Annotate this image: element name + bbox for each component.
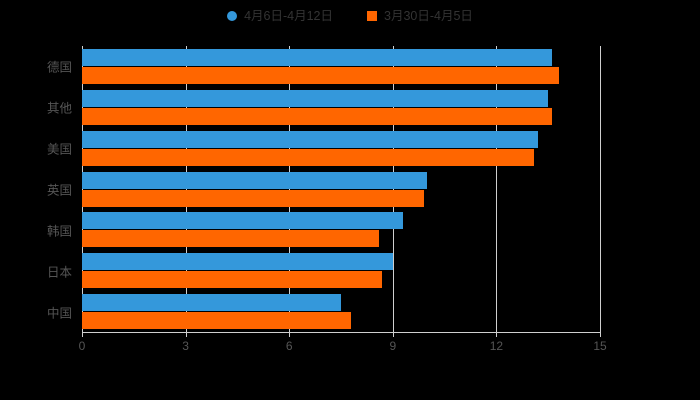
bar-series2-英国[interactable] xyxy=(82,189,424,207)
x-axis-line xyxy=(82,332,601,333)
bar-series1-中国[interactable] xyxy=(82,294,341,312)
x-tick-label: 9 xyxy=(389,339,397,353)
legend-label: 4月6日-4月12日 xyxy=(244,9,333,23)
y-axis-category-label: 美国 xyxy=(46,142,72,157)
legend-marker-square-icon xyxy=(367,11,377,22)
gridline-x-9 xyxy=(392,46,394,332)
x-tick-mark-0 xyxy=(82,332,83,337)
gridline-x-3 xyxy=(185,46,187,332)
x-tick-mark-6 xyxy=(289,332,291,337)
bar-series2-中国[interactable] xyxy=(82,312,352,330)
gridline-x-12 xyxy=(496,46,498,332)
y-axis-category-label: 中国 xyxy=(46,306,72,321)
bar-series2-美国[interactable] xyxy=(82,148,535,166)
x-tick-mark-15 xyxy=(600,332,601,337)
bar-series1-韩国[interactable] xyxy=(82,212,404,230)
y-axis-line xyxy=(82,46,83,332)
bar-series2-日本[interactable] xyxy=(82,271,383,289)
x-tick-label: 3 xyxy=(182,339,189,353)
bar-series2-韩国[interactable] xyxy=(82,230,379,248)
x-tick-mark-3 xyxy=(185,332,187,337)
y-axis-category-label: 英国 xyxy=(46,183,72,198)
x-tick-mark-12 xyxy=(496,332,498,337)
y-axis-category-label: 韩国 xyxy=(46,224,72,239)
plot-area xyxy=(82,46,601,332)
bar-series1-英国[interactable] xyxy=(82,171,428,189)
bar-series1-日本[interactable] xyxy=(82,253,393,271)
bar-series1-其他[interactable] xyxy=(82,89,549,107)
bar-series1-美国[interactable] xyxy=(82,130,538,148)
x-tick-label: 0 xyxy=(78,339,86,353)
x-tick-mark-9 xyxy=(392,332,394,337)
x-tick-label: 12 xyxy=(489,339,504,353)
y-axis-category-label: 德国 xyxy=(46,60,72,75)
legend-item-2[interactable]: 3月30日-4月5日 xyxy=(367,10,473,23)
x-tick-label: 6 xyxy=(285,339,293,353)
y-axis-category-label: 其他 xyxy=(46,101,72,116)
gridline-x-15 xyxy=(600,46,601,332)
gridline-x-6 xyxy=(289,46,291,332)
y-axis-labels: 德国其他美国英国韩国日本中国 xyxy=(0,0,82,400)
chart-legend: 4月6日-4月12日 3月30日-4月5日 xyxy=(0,10,700,23)
bar-series2-其他[interactable] xyxy=(82,107,552,125)
legend-label: 3月30日-4月5日 xyxy=(384,9,473,23)
legend-marker-circle-icon xyxy=(227,11,238,22)
x-tick-label: 15 xyxy=(593,339,607,353)
bar-series2-德国[interactable] xyxy=(82,66,559,84)
legend-item-1[interactable]: 4月6日-4月12日 xyxy=(227,10,333,23)
bar-series1-德国[interactable] xyxy=(82,48,552,66)
y-axis-category-label: 日本 xyxy=(46,265,72,280)
